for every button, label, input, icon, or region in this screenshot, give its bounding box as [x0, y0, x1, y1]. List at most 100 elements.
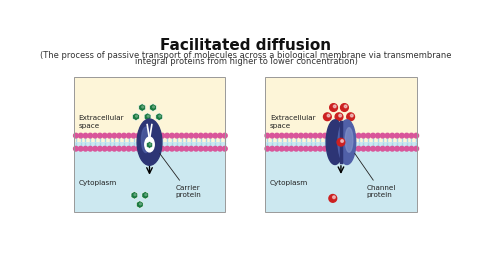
Circle shape	[189, 146, 193, 151]
Circle shape	[160, 133, 165, 138]
Circle shape	[218, 146, 222, 151]
Circle shape	[88, 133, 93, 138]
Circle shape	[284, 146, 289, 151]
Circle shape	[371, 146, 375, 151]
Circle shape	[102, 133, 107, 138]
Circle shape	[404, 146, 409, 151]
Circle shape	[395, 146, 399, 151]
Polygon shape	[139, 104, 145, 111]
Circle shape	[93, 133, 97, 138]
Circle shape	[303, 146, 308, 151]
Circle shape	[117, 133, 121, 138]
Circle shape	[160, 146, 165, 151]
Circle shape	[136, 146, 141, 151]
Circle shape	[332, 133, 337, 138]
Circle shape	[83, 146, 88, 151]
Circle shape	[303, 133, 308, 138]
Text: Channel
protein: Channel protein	[355, 153, 396, 198]
Circle shape	[337, 138, 345, 146]
Circle shape	[179, 146, 184, 151]
Circle shape	[112, 146, 117, 151]
Circle shape	[339, 114, 341, 117]
Circle shape	[165, 133, 169, 138]
Circle shape	[294, 146, 299, 151]
Polygon shape	[136, 201, 143, 208]
Ellipse shape	[137, 119, 162, 165]
Text: Facilitated diffusion: Facilitated diffusion	[160, 38, 332, 53]
Circle shape	[318, 146, 323, 151]
Circle shape	[366, 133, 371, 138]
Circle shape	[313, 133, 318, 138]
Polygon shape	[142, 192, 149, 199]
Circle shape	[270, 146, 275, 151]
Circle shape	[83, 133, 88, 138]
Circle shape	[289, 146, 294, 151]
Circle shape	[323, 146, 327, 151]
Circle shape	[356, 146, 361, 151]
Polygon shape	[146, 141, 153, 148]
Circle shape	[270, 133, 275, 138]
Polygon shape	[152, 105, 155, 109]
Circle shape	[131, 133, 136, 138]
Ellipse shape	[345, 128, 353, 152]
Circle shape	[390, 146, 395, 151]
Circle shape	[194, 146, 198, 151]
Circle shape	[308, 133, 313, 138]
Circle shape	[136, 133, 141, 138]
Circle shape	[102, 146, 107, 151]
Circle shape	[329, 195, 336, 202]
Circle shape	[174, 133, 179, 138]
Text: Extracellular
space: Extracellular space	[79, 115, 124, 129]
Circle shape	[126, 146, 131, 151]
Circle shape	[332, 146, 337, 151]
Circle shape	[184, 133, 189, 138]
Circle shape	[179, 133, 184, 138]
Ellipse shape	[326, 120, 344, 165]
Circle shape	[414, 133, 419, 138]
Circle shape	[390, 133, 395, 138]
Circle shape	[366, 146, 371, 151]
Circle shape	[279, 133, 284, 138]
Circle shape	[323, 133, 327, 138]
Circle shape	[399, 146, 404, 151]
Circle shape	[145, 133, 150, 138]
Polygon shape	[131, 192, 138, 199]
Polygon shape	[156, 113, 163, 121]
Circle shape	[313, 146, 318, 151]
Circle shape	[204, 133, 208, 138]
Circle shape	[112, 133, 117, 138]
Circle shape	[327, 114, 330, 117]
Polygon shape	[144, 113, 151, 121]
Circle shape	[375, 146, 380, 151]
Text: Carrier
protein: Carrier protein	[160, 154, 201, 198]
Circle shape	[299, 146, 303, 151]
Circle shape	[155, 133, 160, 138]
Circle shape	[265, 133, 270, 138]
Text: (The process of passive transport of molecules across a biological membrane via : (The process of passive transport of mol…	[40, 51, 452, 60]
Circle shape	[121, 133, 126, 138]
Bar	[74, 142, 225, 212]
Circle shape	[404, 133, 409, 138]
Polygon shape	[147, 115, 150, 118]
Circle shape	[333, 196, 336, 199]
Bar	[265, 78, 417, 212]
Bar	[74, 78, 225, 142]
Polygon shape	[144, 193, 147, 197]
Bar	[265, 142, 417, 212]
Circle shape	[199, 133, 203, 138]
Circle shape	[350, 114, 353, 117]
Bar	[74, 78, 225, 212]
Circle shape	[155, 146, 160, 151]
Circle shape	[279, 146, 284, 151]
Circle shape	[335, 113, 343, 121]
Ellipse shape	[142, 127, 150, 153]
Circle shape	[342, 133, 347, 138]
Ellipse shape	[338, 120, 356, 165]
Text: Extracellular
space: Extracellular space	[270, 115, 316, 129]
Circle shape	[117, 146, 121, 151]
Circle shape	[385, 146, 390, 151]
Circle shape	[289, 133, 294, 138]
Circle shape	[341, 140, 344, 142]
Circle shape	[174, 146, 179, 151]
Circle shape	[107, 146, 112, 151]
